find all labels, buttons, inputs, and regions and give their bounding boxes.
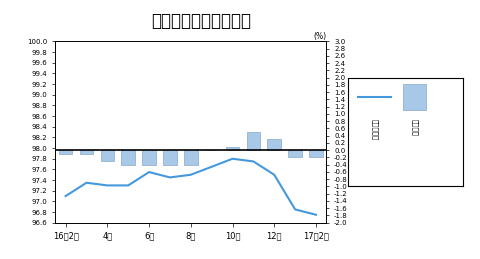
Text: 総合指数: 総合指数 [411, 119, 418, 136]
Bar [121, 150, 135, 165]
Bar [247, 132, 260, 150]
Bar [142, 150, 156, 165]
Bar [184, 150, 198, 165]
Text: 前年同月比: 前年同月比 [371, 119, 378, 140]
Bar [101, 150, 114, 161]
Bar [267, 139, 281, 150]
Text: 消費者物価指数の推移: 消費者物価指数の推移 [152, 12, 252, 30]
Bar [59, 150, 72, 154]
Bar [226, 147, 240, 150]
Bar [80, 150, 93, 154]
Bar [163, 150, 177, 165]
Text: (%): (%) [313, 32, 326, 40]
Bar [288, 150, 302, 157]
Bar [309, 150, 323, 157]
